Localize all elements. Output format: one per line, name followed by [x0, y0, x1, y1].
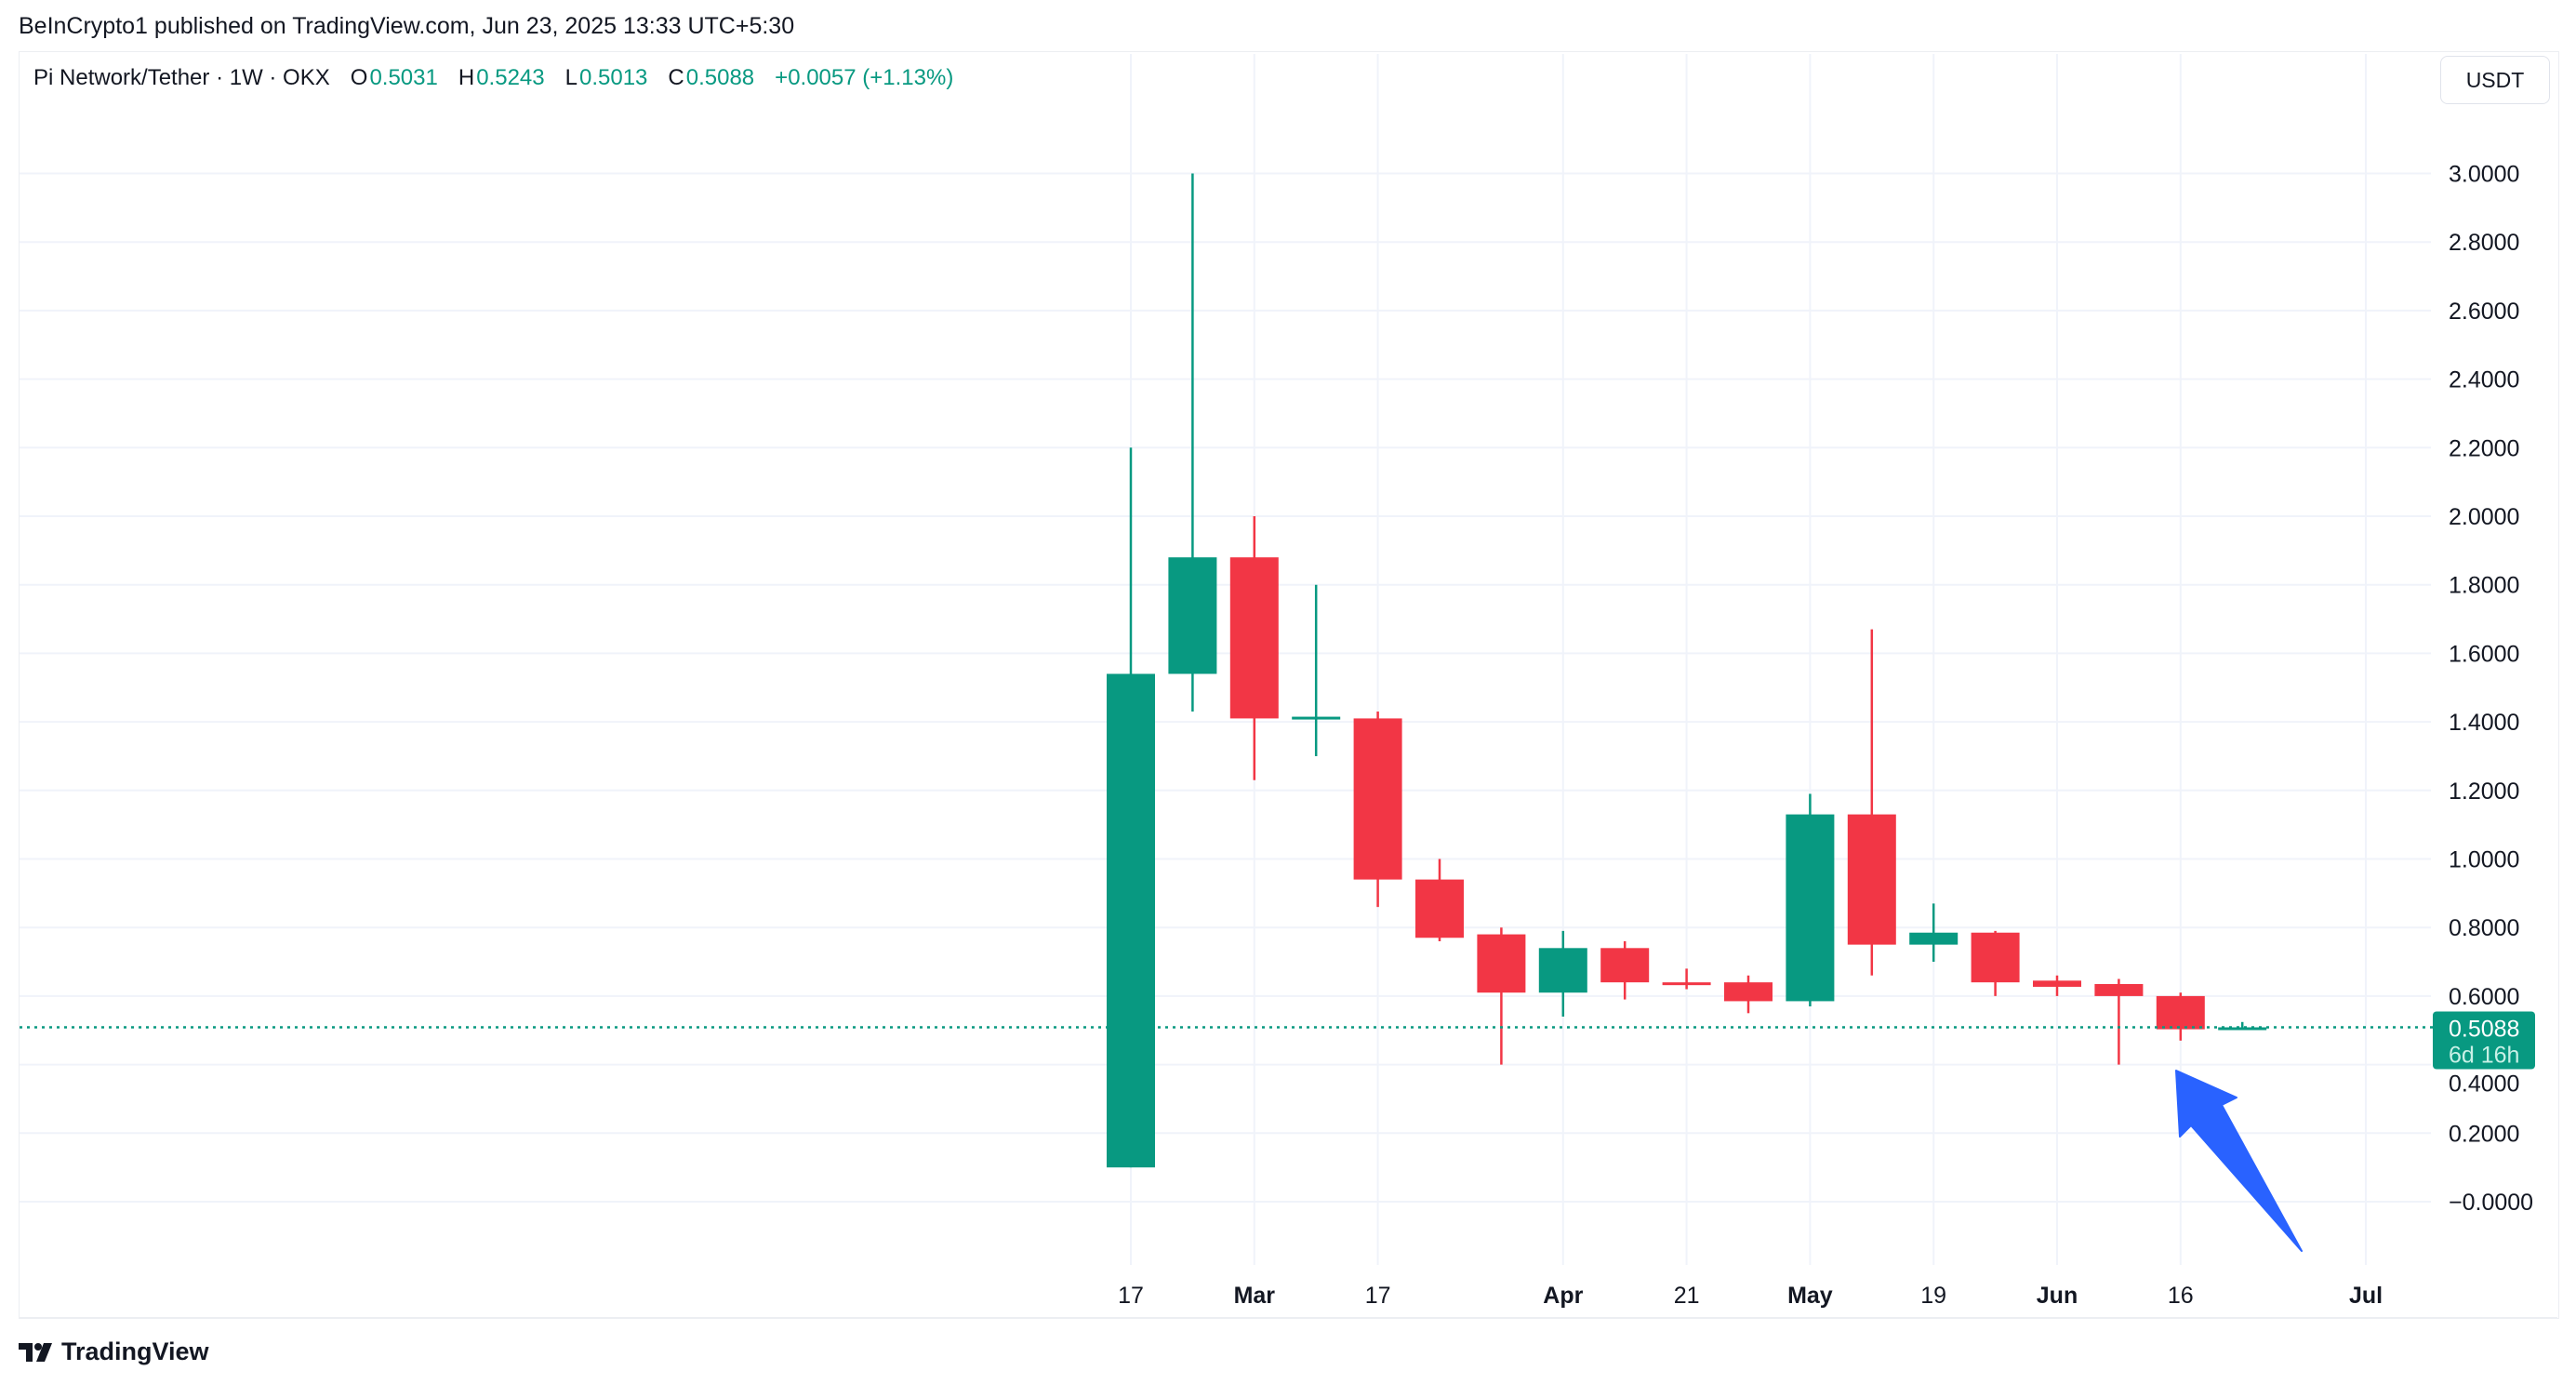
tradingview-logo[interactable]: TradingView	[19, 1337, 209, 1366]
change-value: +0.0057 (+1.13%)	[775, 65, 954, 90]
candle-body	[2094, 984, 2144, 996]
x-tick-label: 17	[1365, 1283, 1391, 1309]
candle-body	[2156, 995, 2205, 1030]
y-tick-label: 3.0000	[2449, 162, 2519, 188]
y-tick-label: 2.4000	[2449, 367, 2519, 393]
candle-body	[1662, 982, 1711, 986]
y-tick-label: 0.8000	[2449, 915, 2519, 941]
x-tick-label: 16	[2168, 1283, 2194, 1309]
candle-body	[1909, 932, 1959, 945]
y-tick-label: 2.0000	[2449, 504, 2519, 530]
candle-body	[2033, 980, 2081, 987]
candle-body	[1538, 948, 1587, 993]
high-value: 0.5243	[476, 65, 545, 90]
y-tick-label: 1.4000	[2449, 710, 2519, 736]
currency-button[interactable]: USDT	[2440, 56, 2550, 104]
x-tick-label: 17	[1118, 1283, 1144, 1309]
candle-body	[1107, 673, 1155, 1168]
y-tick-label: 2.2000	[2449, 435, 2519, 461]
price-tag-box	[2433, 1011, 2535, 1070]
close-label: C	[668, 65, 684, 90]
y-tick-label: 1.2000	[2449, 778, 2519, 805]
high-label: H	[458, 65, 475, 90]
x-tick-label: Apr	[1543, 1283, 1583, 1309]
tradingview-logo-icon	[19, 1342, 52, 1362]
candle-body	[1724, 982, 1773, 1002]
y-tick-label: 0.2000	[2449, 1121, 2519, 1147]
candle-body	[1600, 948, 1650, 983]
y-tick-label: −0.0000	[2449, 1190, 2533, 1216]
price-tag-countdown: 6d 16h	[2449, 1043, 2519, 1069]
candle-body	[1353, 718, 1402, 880]
candle-body	[1847, 814, 1896, 945]
open-label: O	[350, 65, 368, 90]
y-tick-label: 1.0000	[2449, 847, 2519, 873]
candle-body	[1415, 879, 1464, 938]
y-tick-label: 2.6000	[2449, 299, 2519, 325]
y-tick-label: 0.6000	[2449, 984, 2519, 1010]
symbol-title[interactable]: Pi Network/Tether · 1W · OKX	[33, 65, 330, 90]
y-tick-label: 0.4000	[2449, 1071, 2519, 1098]
candle-body	[1168, 557, 1217, 674]
low-label: L	[564, 65, 578, 90]
candle-body	[1477, 934, 1526, 993]
candle-body	[1786, 814, 1835, 1002]
candle-body	[1971, 932, 2020, 983]
price-tag-value: 0.5088	[2449, 1017, 2519, 1043]
close-value: 0.5088	[685, 65, 755, 90]
brand-name: TradingView	[61, 1337, 209, 1365]
open-value: 0.5031	[369, 65, 438, 90]
candle-body	[1229, 557, 1279, 719]
publisher-line: BeInCrypto1 published on TradingView.com…	[19, 13, 795, 39]
x-tick-label: Jul	[2349, 1283, 2383, 1309]
annotation-arrow-icon	[2175, 1070, 2303, 1252]
y-tick-label: 1.6000	[2449, 641, 2519, 667]
symbol-legend: Pi Network/Tether · 1W · OKX O0.5031 H0.…	[33, 65, 955, 91]
candle-body	[1292, 716, 1341, 720]
y-tick-label: 2.8000	[2449, 230, 2519, 256]
x-tick-label: May	[1787, 1283, 1833, 1309]
x-tick-label: Jun	[2037, 1283, 2078, 1309]
y-tick-label: 1.8000	[2449, 573, 2519, 599]
x-tick-label: 19	[1920, 1283, 1946, 1309]
x-tick-label: Mar	[1234, 1283, 1276, 1309]
x-tick-label: 21	[1674, 1283, 1700, 1309]
low-value: 0.5013	[578, 65, 648, 90]
candle-body	[2218, 1027, 2267, 1031]
